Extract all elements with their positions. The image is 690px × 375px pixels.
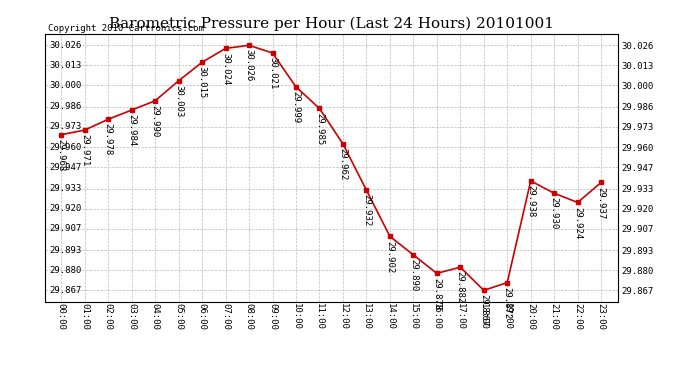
Text: 29.985: 29.985 bbox=[315, 112, 324, 145]
Text: 29.893: 29.893 bbox=[50, 246, 82, 255]
Text: 29.947: 29.947 bbox=[50, 162, 82, 171]
Text: 30.026: 30.026 bbox=[50, 41, 82, 50]
Text: 29.990: 29.990 bbox=[150, 105, 159, 137]
Text: 30.021: 30.021 bbox=[268, 57, 277, 89]
Text: 29.968: 29.968 bbox=[57, 139, 66, 171]
Text: 29.924: 29.924 bbox=[573, 207, 582, 239]
Text: 30.026: 30.026 bbox=[244, 50, 253, 82]
Text: 29.971: 29.971 bbox=[80, 134, 89, 166]
Text: 29.932: 29.932 bbox=[362, 194, 371, 226]
Text: 29.890: 29.890 bbox=[409, 259, 418, 291]
Title: Barometric Pressure per Hour (Last 24 Hours) 20101001: Barometric Pressure per Hour (Last 24 Ho… bbox=[109, 17, 553, 31]
Text: 29.872: 29.872 bbox=[503, 287, 512, 319]
Text: 30.000: 30.000 bbox=[50, 81, 82, 90]
Text: 29.880: 29.880 bbox=[50, 266, 82, 275]
Text: 29.867: 29.867 bbox=[480, 294, 489, 327]
Text: 29.920: 29.920 bbox=[50, 204, 82, 213]
Text: 29.933: 29.933 bbox=[50, 184, 82, 193]
Text: Copyright 2010 Cartronics.com: Copyright 2010 Cartronics.com bbox=[48, 24, 204, 33]
Text: 29.986: 29.986 bbox=[50, 102, 82, 111]
Text: 29.867: 29.867 bbox=[50, 286, 82, 295]
Text: 29.882: 29.882 bbox=[456, 272, 465, 304]
Text: 29.960: 29.960 bbox=[50, 142, 82, 152]
Text: 29.978: 29.978 bbox=[104, 123, 112, 156]
Text: 29.907: 29.907 bbox=[50, 224, 82, 233]
Text: 29.999: 29.999 bbox=[291, 91, 300, 123]
Text: 30.024: 30.024 bbox=[221, 53, 230, 85]
Text: 30.013: 30.013 bbox=[50, 61, 82, 70]
Text: 29.930: 29.930 bbox=[550, 197, 559, 230]
Text: 29.984: 29.984 bbox=[127, 114, 136, 147]
Text: 30.003: 30.003 bbox=[174, 85, 183, 117]
Text: 29.938: 29.938 bbox=[526, 185, 535, 218]
Text: 29.878: 29.878 bbox=[433, 278, 442, 310]
Text: 29.902: 29.902 bbox=[386, 240, 395, 273]
Text: 30.015: 30.015 bbox=[197, 66, 206, 99]
Text: 29.962: 29.962 bbox=[338, 148, 348, 180]
Text: 29.937: 29.937 bbox=[597, 187, 606, 219]
Text: 29.973: 29.973 bbox=[50, 123, 82, 132]
